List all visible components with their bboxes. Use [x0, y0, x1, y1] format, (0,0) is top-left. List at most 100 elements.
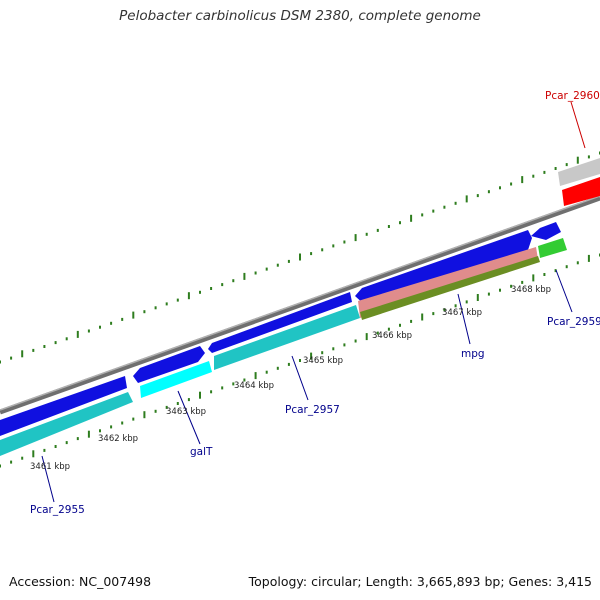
scale-label: 3467 kbp	[442, 308, 482, 318]
inner-tick	[21, 456, 24, 460]
outer-tick	[10, 356, 13, 360]
gene-label[interactable]: mpg	[461, 348, 485, 360]
inner-tick	[587, 254, 590, 262]
outer-tick	[576, 156, 579, 164]
outer-tick	[243, 272, 246, 280]
inner-tick	[365, 333, 368, 341]
inner-tick	[187, 398, 190, 402]
inner-tick	[210, 390, 213, 394]
cds-pcar-2957-reverse[interactable]	[214, 305, 360, 370]
inner-tick	[299, 359, 301, 362]
inner-tick	[76, 437, 79, 441]
scale-label: 3468 kbp	[511, 285, 551, 295]
inner-tick	[310, 352, 313, 360]
inner-tick	[343, 343, 346, 347]
inner-tick	[443, 308, 446, 312]
gene-label[interactable]: Pcar_2959	[547, 316, 600, 328]
outer-tick	[454, 201, 457, 205]
scale-label: 3465 kbp	[303, 356, 343, 366]
outer-tick	[254, 271, 257, 275]
connector-pcar-2955	[41, 455, 55, 503]
outer-tick	[387, 225, 390, 228]
inner-tick	[87, 430, 90, 438]
outer-tick	[232, 279, 235, 283]
outer-tick	[421, 213, 424, 217]
outer-tick	[532, 174, 535, 178]
scale-label: 3463 kbp	[166, 407, 206, 417]
cds-pcar-2955-reverse[interactable]	[0, 392, 133, 456]
connector-galT	[177, 390, 201, 445]
outer-tick	[265, 267, 268, 271]
connector-pcar-2960	[570, 101, 586, 149]
outer-tick	[54, 341, 57, 345]
outer-tick	[321, 248, 324, 252]
outer-tick	[476, 194, 479, 198]
outer-tick-ring	[0, 151, 600, 364]
outer-tick	[221, 283, 224, 287]
inner-tick	[521, 280, 524, 284]
connector-pcar-2957	[291, 355, 309, 401]
outer-tick	[87, 329, 90, 333]
outer-tick	[199, 290, 201, 294]
inner-tick	[376, 331, 379, 335]
scale-labels: 3461 kbp 3462 kbp 3463 kbp 3464 kbp 3465 kbp…	[30, 285, 551, 472]
cds-galT-reverse[interactable]	[140, 361, 212, 398]
outer-tick	[121, 317, 124, 321]
inner-tick	[465, 300, 468, 304]
inner-tick	[199, 391, 201, 399]
inner-tick	[243, 378, 246, 382]
outer-tick	[287, 259, 290, 263]
outer-tick	[354, 234, 357, 242]
outer-tick	[165, 302, 168, 306]
inner-tick	[276, 366, 279, 370]
outer-tick	[176, 298, 179, 302]
reverse-strand-track	[0, 238, 567, 456]
gene-label[interactable]: Pcar_2955	[30, 504, 85, 516]
inner-tick	[499, 288, 501, 292]
inner-tick	[132, 417, 135, 421]
scale-label: 3466 kbp	[372, 331, 412, 341]
gene-label[interactable]: Pcar_2957	[285, 404, 340, 416]
outer-tick	[587, 155, 590, 159]
outer-tick	[154, 306, 157, 310]
outer-tick	[410, 214, 413, 222]
cds-mpg-forward[interactable]	[355, 230, 532, 306]
inner-tick-ring	[0, 253, 600, 468]
outer-tick	[565, 163, 568, 167]
cds-pcar-2955-forward[interactable]	[0, 376, 127, 436]
cds-galT-forward[interactable]	[133, 346, 205, 383]
outer-tick	[32, 348, 35, 352]
inner-tick	[232, 382, 235, 386]
cds-pcar-2959-forward[interactable]	[531, 222, 561, 240]
gene-label[interactable]: galT	[190, 446, 213, 458]
cds-pcar-2957-forward[interactable]	[208, 292, 352, 353]
inner-tick	[32, 450, 35, 458]
inner-tick	[287, 362, 290, 366]
cds-pcar-2960-red[interactable]	[562, 177, 600, 206]
inner-tick	[165, 405, 168, 409]
outer-tick	[299, 253, 301, 261]
cds-pcar-2960-grey[interactable]	[558, 158, 600, 186]
gene-labels: Pcar_2955 galT Pcar_2957 mpg Pcar_2959 Pcar_2…	[30, 90, 600, 516]
genome-summary-text: Topology: circular; Length: 3,665,893 bp…	[248, 574, 592, 589]
outer-tick	[332, 244, 335, 248]
outer-tick	[43, 345, 46, 348]
inner-tick	[65, 441, 68, 445]
gene-label[interactable]: Pcar_2960	[545, 90, 600, 102]
outer-tick	[487, 190, 490, 194]
outer-tick	[110, 321, 113, 325]
inner-tick	[110, 425, 113, 429]
outer-tick	[187, 292, 190, 300]
cds-pcar-2959-reverse[interactable]	[538, 238, 567, 258]
outer-tick	[310, 252, 313, 256]
inner-tick	[410, 319, 413, 323]
label-connectors	[41, 101, 586, 503]
outer-tick	[0, 360, 1, 364]
inner-tick	[454, 304, 457, 308]
outer-tick	[443, 205, 446, 209]
forward-strand-track	[0, 222, 561, 436]
scale-label: 3462 kbp	[98, 434, 138, 444]
inner-tick	[421, 313, 424, 321]
outer-tick	[554, 167, 557, 170]
